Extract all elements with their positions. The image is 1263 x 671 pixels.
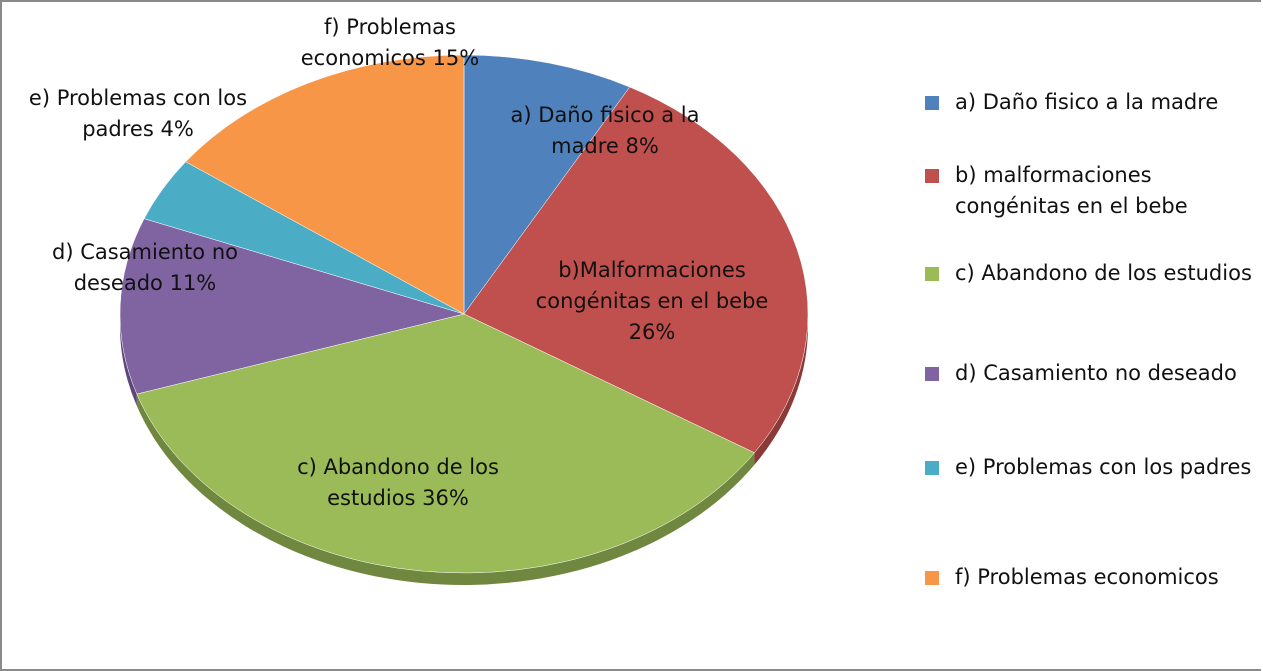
legend-item: a) Daño fisico a la madre — [925, 87, 1255, 118]
legend-item: f) Problemas economicos — [925, 562, 1255, 593]
data-label: e) Problemas con los padres 4% — [18, 83, 258, 145]
data-label: a) Daño fisico a la madre 8% — [480, 100, 730, 162]
data-label-value: 15% — [432, 46, 480, 70]
legend-swatch — [925, 267, 939, 281]
legend-swatch — [925, 96, 939, 110]
data-label-value: 8% — [625, 134, 659, 158]
pie-slice — [119, 218, 465, 395]
data-label-value: 26% — [628, 320, 676, 344]
legend-item: b) malformaciones congénitas en el bebe — [925, 160, 1255, 222]
data-label-name: d) Casamiento no deseado — [52, 240, 238, 295]
pie-slice — [136, 313, 755, 574]
legend-swatch — [925, 461, 939, 475]
pie-side — [120, 314, 137, 407]
data-label-name: c) Abandono de los estudios — [297, 455, 499, 510]
data-label-name: b)Malformaciones congénitas en el bebe — [535, 258, 769, 313]
legend-swatch — [925, 169, 939, 183]
chart — [119, 54, 809, 585]
legend-label: b) malformaciones congénitas en el bebe — [955, 163, 1188, 218]
legend-label: f) Problemas economicos — [955, 565, 1219, 589]
legend-item: d) Casamiento no deseado — [925, 358, 1255, 389]
legend-label: d) Casamiento no deseado — [955, 361, 1237, 385]
data-label-value: 4% — [160, 117, 194, 141]
data-label: b)Malformaciones congénitas en el bebe 2… — [517, 255, 787, 348]
pie-slice — [185, 54, 465, 315]
data-label-value: 11% — [169, 271, 217, 295]
pie-slice — [463, 54, 631, 315]
pie-slice — [463, 86, 809, 454]
data-label: d) Casamiento no deseado 11% — [15, 237, 275, 299]
data-label-name: e) Problemas con los padres — [28, 86, 248, 141]
legend-label: c) Abandono de los estudios — [955, 261, 1252, 285]
legend-item: c) Abandono de los estudios — [925, 258, 1255, 289]
legend-label: a) Daño fisico a la madre — [955, 90, 1219, 114]
pie-side — [754, 314, 808, 465]
data-label-value: 36% — [422, 486, 469, 510]
legend-item: e) Problemas con los padres — [925, 452, 1255, 483]
legend-swatch — [925, 367, 939, 381]
data-label: c) Abandono de los estudios 36% — [258, 452, 538, 514]
legend-swatch — [925, 571, 939, 585]
legend-label: e) Problemas con los padres — [955, 455, 1252, 479]
data-label: f) Problemas economicos 15% — [295, 12, 485, 74]
data-label-name: a) Daño fisico a la madre — [510, 103, 700, 158]
data-label-name: f) Problemas economicos — [300, 15, 456, 70]
